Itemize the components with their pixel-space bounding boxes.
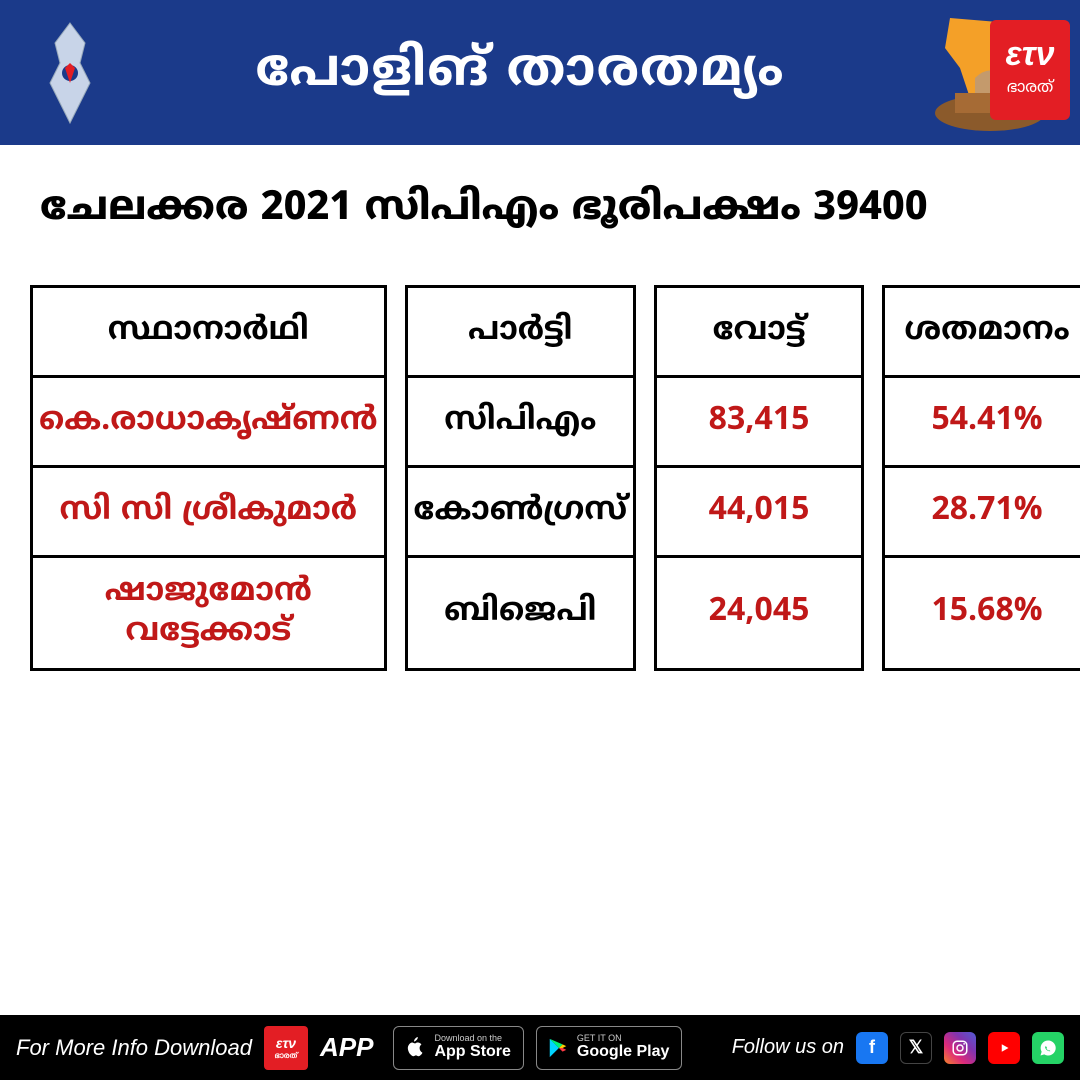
logo-main-text: ετν — [1005, 41, 1054, 75]
follow-us-text: Follow us on — [732, 1036, 844, 1059]
results-table: സ്ഥാനാർഥി കെ.രാധാകൃഷ്‌ണൻ സി സി ശ്രീകുമാർ… — [30, 285, 1050, 671]
percent-0: 54.41% — [885, 378, 1080, 468]
candidate-2: ഷാജുമോൻ വട്ടേക്കാട് — [33, 558, 384, 668]
play-icon — [547, 1037, 569, 1059]
play-tiny: GET IT ON — [577, 1034, 669, 1043]
appstore-tiny: Download on the — [434, 1034, 510, 1043]
google-play-badge[interactable]: GET IT ON Google Play — [536, 1026, 682, 1070]
party-1: കോൺഗ്രസ് — [408, 468, 634, 558]
column-party: പാർട്ടി സിപിഎം കോൺഗ്രസ് ബിജെപി — [405, 285, 637, 671]
instagram-icon[interactable] — [944, 1032, 976, 1064]
appstore-big: App Store — [434, 1043, 510, 1061]
percent-2: 15.68% — [885, 558, 1080, 668]
etv-bharat-logo: ετν ഭാരത് — [990, 20, 1070, 120]
header-title: പോളിങ് താരതമ്യം — [120, 40, 920, 105]
footer-download-text: For More Info Download — [16, 1035, 252, 1061]
header-banner: പോളിങ് താരതമ്യം ετν ഭാരത് — [0, 0, 1080, 145]
x-twitter-icon[interactable]: 𝕏 — [900, 1032, 932, 1064]
footer-logo-main: ετν — [276, 1035, 296, 1051]
party-0: സിപിഎം — [408, 378, 634, 468]
candidate-1: സി സി ശ്രീകുമാർ — [33, 468, 384, 558]
column-votes: വോട്ട് 83,415 44,015 24,045 — [654, 285, 864, 671]
candidate-0: കെ.രാധാകൃഷ്‌ണൻ — [33, 378, 384, 468]
footer-app-label: APP — [320, 1032, 373, 1063]
footer-etv-logo: ετν ഭാരത് — [264, 1026, 308, 1070]
column-percent: ശതമാനം 54.41% 28.71% 15.68% — [882, 285, 1080, 671]
apple-icon — [404, 1037, 426, 1059]
play-big: Google Play — [577, 1043, 669, 1061]
header-party: പാർട്ടി — [408, 288, 634, 378]
column-candidate: സ്ഥാനാർഥി കെ.രാധാകൃഷ്‌ണൻ സി സി ശ്രീകുമാർ… — [30, 285, 387, 671]
footer-bar: For More Info Download ετν ഭാരത് APP Dow… — [0, 1015, 1080, 1080]
party-2: ബിജെപി — [408, 558, 634, 668]
votes-0: 83,415 — [657, 378, 861, 468]
voting-emblem-left — [20, 8, 120, 138]
page-subtitle: ചേലക്കര 2021 സിപിഎം ഭൂരിപക്ഷം 39400 — [40, 185, 1050, 235]
header-votes: വോട്ട് — [657, 288, 861, 378]
votes-1: 44,015 — [657, 468, 861, 558]
whatsapp-icon[interactable] — [1032, 1032, 1064, 1064]
header-percent: ശതമാനം — [885, 288, 1080, 378]
logo-sub-text: ഭാരത് — [1007, 79, 1054, 99]
votes-2: 24,045 — [657, 558, 861, 668]
youtube-icon[interactable] — [988, 1032, 1020, 1064]
main-content: ചേലക്കര 2021 സിപിഎം ഭൂരിപക്ഷം 39400 സ്ഥാ… — [0, 145, 1080, 1015]
header-candidate: സ്ഥാനാർഥി — [33, 288, 384, 378]
app-store-badge[interactable]: Download on the App Store — [393, 1026, 523, 1070]
percent-1: 28.71% — [885, 468, 1080, 558]
facebook-icon[interactable]: f — [856, 1032, 888, 1064]
footer-logo-sub: ഭാരത് — [274, 1051, 297, 1061]
